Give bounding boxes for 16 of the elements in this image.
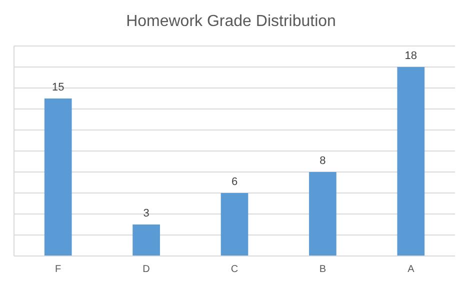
x-tick-label: C: [230, 264, 238, 275]
bar: [309, 172, 336, 256]
bar: [44, 98, 72, 256]
chart-title: Homework Grade Distribution: [126, 13, 336, 30]
x-tick-label: B: [319, 264, 326, 275]
bar: [397, 67, 425, 256]
x-tick-label: A: [408, 264, 415, 275]
x-tick-label: D: [142, 264, 150, 275]
bar: [132, 224, 160, 256]
data-label: 6: [231, 176, 238, 188]
x-tick-label: F: [55, 264, 62, 275]
data-label: 3: [143, 208, 150, 220]
data-label: 8: [320, 155, 326, 167]
data-label: 15: [52, 82, 64, 94]
data-label: 18: [404, 50, 418, 62]
bar: [220, 193, 248, 256]
